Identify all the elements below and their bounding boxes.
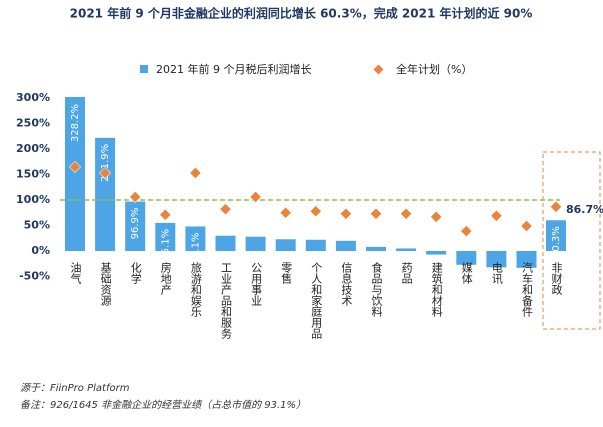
value-label: 48.1% [190,232,201,264]
y-tick-label: 50% [24,219,50,232]
bar [546,220,566,251]
x-tick-label: 药品 [400,262,413,284]
x-tick-label: 化学 [129,261,142,284]
diamond-marker [520,219,533,233]
diamond-marker [249,190,262,203]
x-tick-label: 媒体 [460,262,473,284]
highlight-box [542,151,601,330]
diamond-marker [369,207,383,220]
diamond-marker [129,190,142,203]
x-tick-label: 工业产品和服务 [220,262,233,339]
bar [426,251,447,255]
diamond-marker [189,166,202,179]
x-tick-label: 非财政 [550,262,563,296]
y-tick-label: 150% [16,168,50,181]
y-tick-label: 200% [16,142,50,155]
x-tick-label: 食品与饮料 [370,261,383,318]
diamond-marker [159,208,172,221]
note: 备注：926/1645 非金融企业的经营业绩（占总市值的 93.1%） [20,399,306,411]
legend-swatch [140,65,148,73]
legend-swatch [373,64,384,75]
y-tick-label: 100% [16,193,50,206]
x-tick-label: 零售 [280,262,293,285]
bar [125,201,146,251]
diamond-marker [68,160,82,173]
plot [65,97,566,268]
x-tick-label: 个人和家庭用品 [310,262,323,339]
diamond-marker [219,203,232,216]
value-label: 60.3% [551,226,562,258]
bar [275,239,296,251]
bar [215,235,236,251]
bar [185,226,206,251]
diamond-marker [99,166,112,179]
x-tick-label: 基础资源 [99,262,112,307]
bar [366,246,386,251]
x-tick-label: 电讯 [490,262,503,285]
x-tick-label: 油气 [69,261,82,284]
value-label: 328.2% [70,104,81,142]
value-label: 221.9% [100,144,111,182]
bar [456,251,477,265]
diamond-marker [430,210,443,223]
bar [95,137,116,251]
x-tick-label: 旅游和娱乐 [189,261,202,317]
bar [396,248,417,251]
bar [305,239,326,251]
diamond-marker [460,225,473,238]
x-tick-label: 汽车和备件 [521,261,534,318]
bar [155,222,176,251]
x-tick-label: 建筑和材料 [430,261,443,318]
value-label: 96.9% [130,208,141,240]
diamond-marker [309,205,322,218]
source: 源于：FiinPro Platform [20,382,130,394]
bar [245,236,266,251]
value-label: 55.1% [160,229,171,261]
chart-title: 2021 年前 9 个月非金融企业的利润同比增长 60.3%，完成 2021 年… [70,6,533,21]
x-tick-label: 房地产 [159,262,172,296]
legend-label: 2021 年前 9 个月税后利润增长 [156,62,311,76]
y-tick-label: 300% [16,91,50,104]
diamond-marker [279,206,292,219]
bar [486,251,507,268]
y-tick-label: -50% [19,270,50,283]
bar [65,97,85,251]
x-tick-label: 公用事业 [250,262,263,306]
y-tick-label: 250% [16,117,50,130]
diamond-marker [549,200,563,213]
x-tick-label: 信息技术 [340,262,353,307]
diamond-marker [490,209,503,222]
diamond-marker [339,207,352,220]
y-tick-label: 0% [31,244,50,257]
diamond-marker [400,207,413,220]
value-label: 86.7% [566,203,603,216]
bar [335,240,356,251]
bar [516,251,537,268]
legend-label: 全年计划（%） [396,62,472,76]
